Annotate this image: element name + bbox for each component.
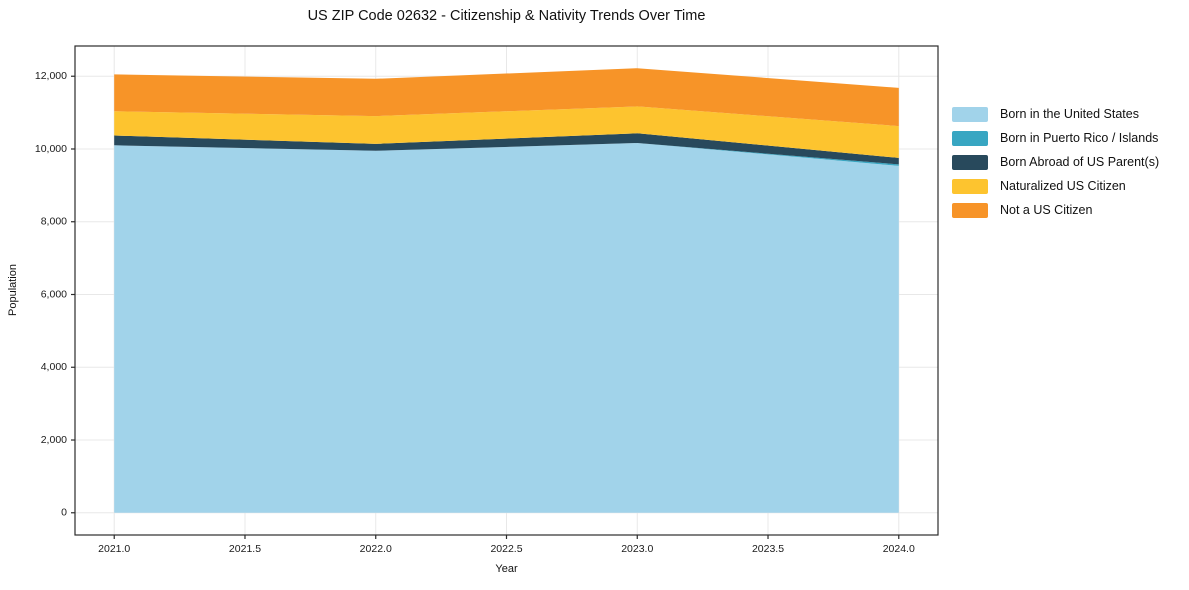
- svg-text:8,000: 8,000: [41, 216, 67, 228]
- legend-label: Naturalized US Citizen: [1000, 179, 1126, 193]
- svg-text:10,000: 10,000: [35, 143, 67, 155]
- area-series: [114, 106, 899, 158]
- legend-swatch-naturalized: [952, 178, 988, 194]
- legend-swatch-not-citizen: [952, 202, 988, 218]
- legend-item: Naturalized US Citizen: [952, 174, 1159, 198]
- chart-title: US ZIP Code 02632 - Citizenship & Nativi…: [307, 8, 706, 24]
- legend-swatch-born-us: [952, 106, 988, 122]
- legend-item: Born in the United States: [952, 102, 1159, 126]
- svg-text:2,000: 2,000: [41, 434, 67, 446]
- legend-label: Born in the United States: [1000, 107, 1139, 121]
- area-series: [114, 143, 899, 513]
- svg-text:0: 0: [61, 507, 67, 519]
- legend-label: Born in Puerto Rico / Islands: [1000, 131, 1159, 145]
- legend-item: Born in Puerto Rico / Islands: [952, 126, 1159, 150]
- y-axis: 0 2,000 4,000 6,000 8,000 10,000 12,000: [35, 70, 75, 519]
- legend-label: Not a US Citizen: [1000, 203, 1093, 217]
- legend-swatch-born-abroad: [952, 154, 988, 170]
- legend-swatch-puerto-rico: [952, 130, 988, 146]
- svg-text:2023.5: 2023.5: [752, 543, 784, 555]
- area-series: [114, 133, 899, 165]
- legend-item: Born Abroad of US Parent(s): [952, 150, 1159, 174]
- svg-text:2021.0: 2021.0: [98, 543, 130, 555]
- svg-text:2022.5: 2022.5: [490, 543, 522, 555]
- area-series: [114, 68, 899, 127]
- legend-item: Not a US Citizen: [952, 198, 1159, 222]
- x-axis-label: Year: [495, 563, 518, 575]
- y-axis-label: Population: [7, 264, 19, 316]
- legend-label: Born Abroad of US Parent(s): [1000, 155, 1160, 169]
- svg-text:12,000: 12,000: [35, 70, 67, 82]
- legend: Born in the United States Born in Puerto…: [952, 102, 1159, 222]
- svg-text:6,000: 6,000: [41, 288, 67, 300]
- svg-text:2024.0: 2024.0: [883, 543, 915, 555]
- svg-text:2023.0: 2023.0: [621, 543, 653, 555]
- areas: [114, 68, 899, 513]
- svg-text:2021.5: 2021.5: [229, 543, 261, 555]
- svg-text:2022.0: 2022.0: [360, 543, 392, 555]
- x-axis: 2021.0 2021.5 2022.0 2022.5 2023.0 2023.5 2024…: [98, 535, 915, 555]
- svg-text:4,000: 4,000: [41, 361, 67, 373]
